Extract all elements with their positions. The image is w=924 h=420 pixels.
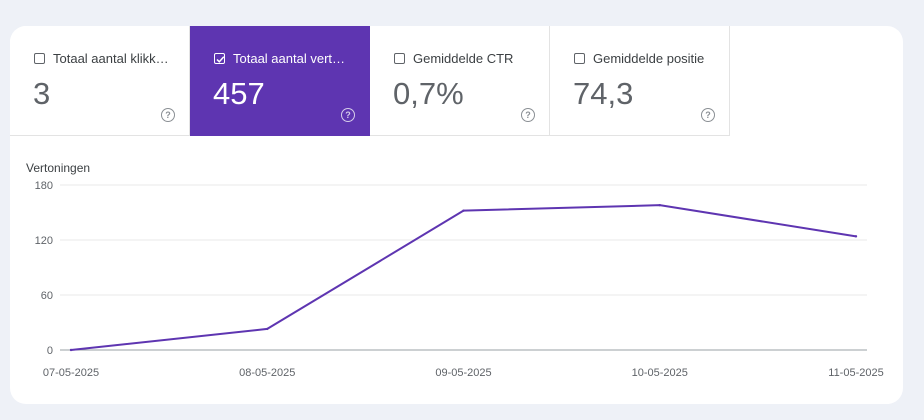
x-tick-label: 09-05-2025 (435, 367, 491, 379)
y-tick-label: 120 (35, 235, 53, 247)
data-point[interactable] (658, 203, 661, 207)
checkbox-icon[interactable] (574, 53, 585, 64)
metric-impressions[interactable]: Totaal aantal vert… 457 ? (190, 26, 370, 136)
chart-y-axis-label: Vertoningen (26, 161, 91, 175)
metric-label: Gemiddelde positie (593, 51, 705, 66)
data-point[interactable] (462, 209, 465, 212)
metric-value: 3 (33, 76, 51, 111)
x-tick-label: 07-05-2025 (43, 367, 99, 379)
metric-clicks[interactable]: Totaal aantal klikk… 3 ? (10, 26, 190, 136)
series-line[interactable] (70, 204, 857, 351)
metric-value: 457 (213, 76, 265, 111)
impressions-chart: 0 60 120 180 07-05-2025 08-05-2025 09-05-2025 1… (35, 180, 884, 379)
help-icon[interactable]: ? (701, 108, 715, 122)
metric-tabs: Totaal aantal klikk… 3 ? Totaal aantal v… (10, 26, 730, 136)
help-icon[interactable]: ? (521, 108, 535, 122)
data-point[interactable] (266, 327, 269, 331)
metric-label: Totaal aantal vert… (233, 51, 346, 66)
metric-label: Gemiddelde CTR (413, 51, 514, 66)
metric-value: 0,7% (393, 76, 464, 111)
x-tick-label: 10-05-2025 (632, 367, 688, 379)
metric-label: Totaal aantal klikk… (53, 51, 169, 66)
metric-value: 74,3 (573, 76, 634, 111)
metric-position[interactable]: Gemiddelde positie 74,3 ? (550, 26, 730, 136)
metric-ctr[interactable]: Gemiddelde CTR 0,7% ? (370, 26, 550, 136)
data-point[interactable] (69, 348, 73, 352)
checkbox-icon[interactable] (34, 53, 45, 64)
y-tick-label: 60 (41, 290, 53, 302)
help-icon[interactable]: ? (341, 108, 355, 122)
y-tick-label: 180 (35, 180, 53, 192)
performance-card: Totaal aantal klikk… 3 ? Totaal aantal v… (10, 26, 903, 404)
data-point[interactable] (854, 235, 858, 238)
checkbox-checked-icon[interactable] (214, 53, 225, 64)
checkbox-icon[interactable] (394, 53, 405, 64)
help-icon[interactable]: ? (161, 108, 175, 122)
x-tick-label: 08-05-2025 (239, 367, 295, 379)
y-tick-label: 0 (47, 345, 53, 357)
x-tick-label: 11-05-2025 (828, 367, 883, 379)
